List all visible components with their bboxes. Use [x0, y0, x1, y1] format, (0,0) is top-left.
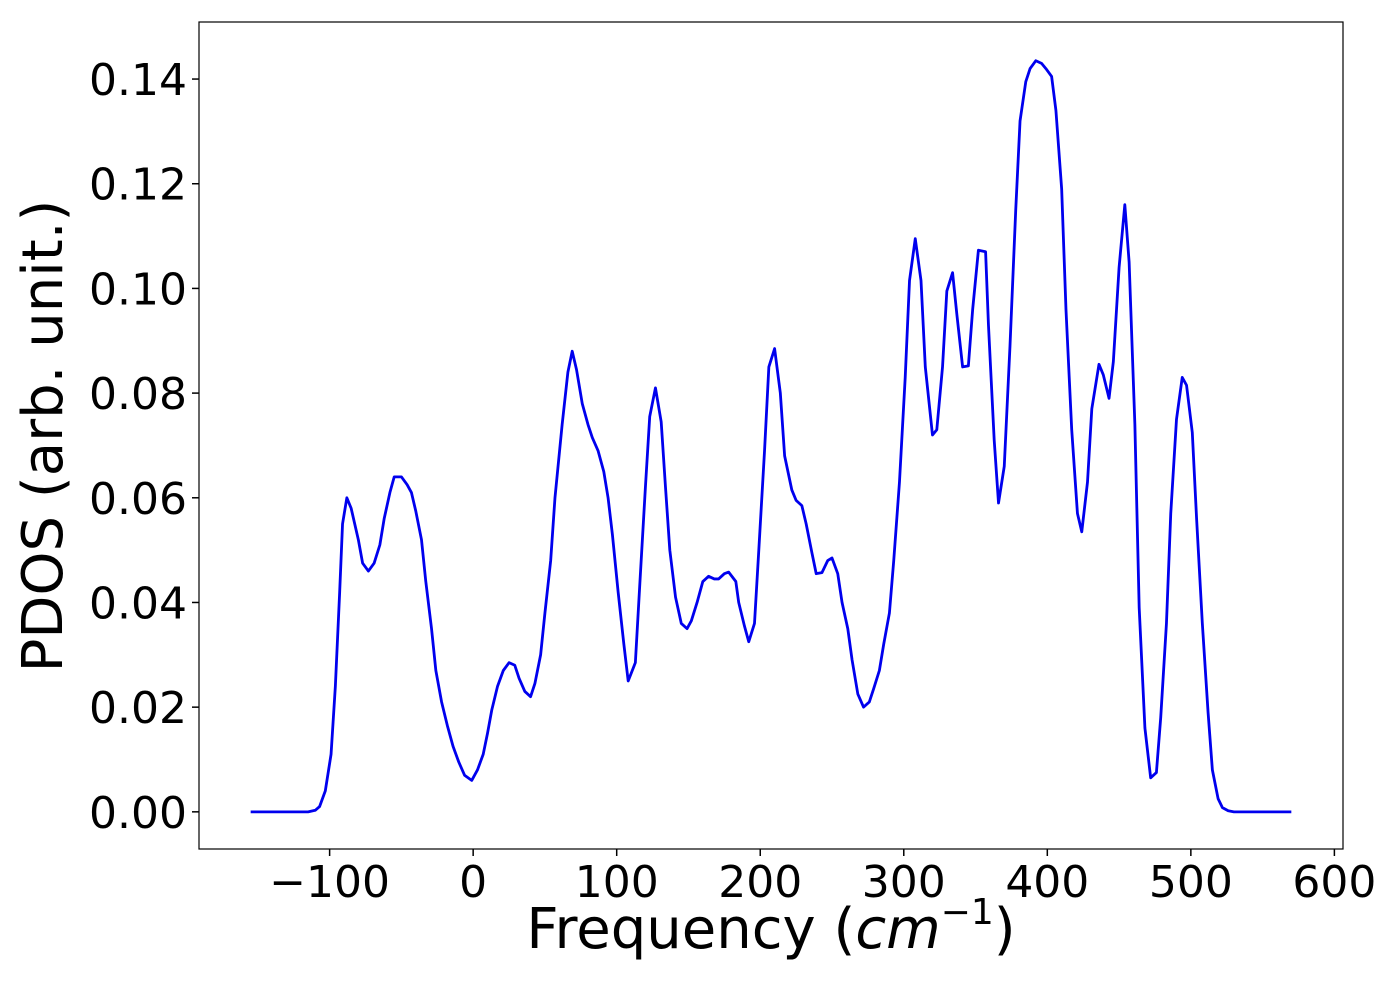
- y-tick-label: 0.10: [89, 264, 187, 315]
- x-axis-label: Frequency (cm−1): [526, 892, 1015, 962]
- y-tick-label: 0.06: [89, 474, 187, 525]
- x-tick-label: 400: [1005, 857, 1089, 908]
- y-tick-label: 0.08: [89, 369, 187, 420]
- data-line: [250, 59, 1292, 814]
- y-axis-label: PDOS (arb. unit.): [11, 200, 76, 673]
- plot-frame: [198, 21, 1344, 850]
- x-tick-label: 500: [1149, 857, 1233, 908]
- x-tick-label: 600: [1292, 857, 1376, 908]
- x-tick-label: 300: [862, 857, 946, 908]
- y-tick-label: 0.00: [89, 788, 187, 839]
- x-tick-label: 100: [575, 857, 659, 908]
- y-tick-label: 0.14: [89, 55, 187, 106]
- y-tick-label: 0.12: [89, 160, 187, 211]
- y-tick-label: 0.02: [89, 683, 187, 734]
- x-tick-label: 0: [459, 857, 487, 908]
- x-tick-label: 200: [718, 857, 802, 908]
- y-tick-label: 0.04: [89, 578, 187, 629]
- x-tick-label: −100: [269, 857, 390, 908]
